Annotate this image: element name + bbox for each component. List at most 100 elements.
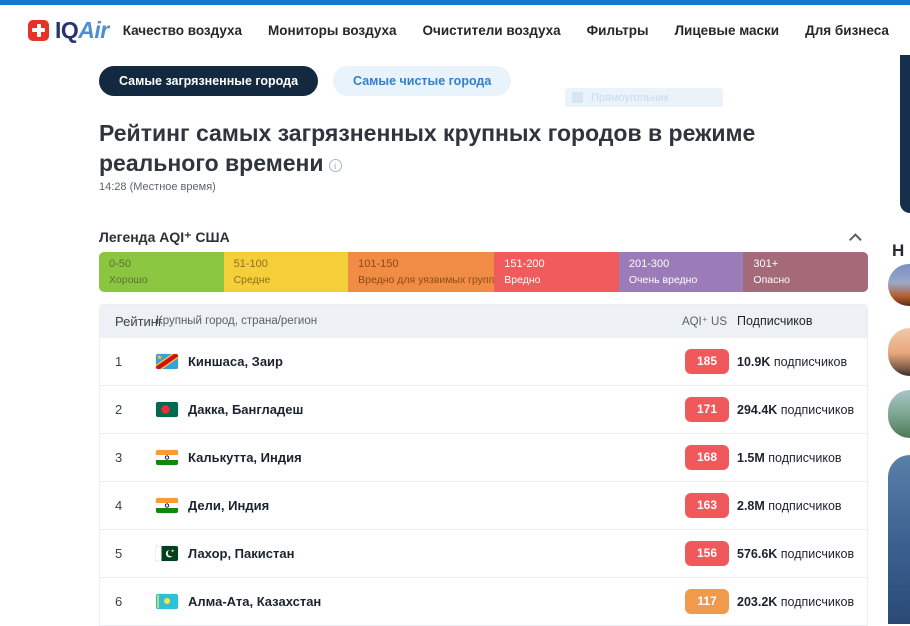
nav-face-masks[interactable]: Лицевые маски xyxy=(674,22,780,38)
aqi-cell: 185 xyxy=(637,349,737,374)
city-cell: Дели, Индия xyxy=(156,498,637,513)
aqi-cell: 163 xyxy=(637,493,737,518)
legend-band-label: Опасно xyxy=(753,274,791,286)
swiss-cross-icon xyxy=(28,19,49,41)
legend-band: 201-300 Очень вредно xyxy=(618,252,744,292)
tab-cleanest[interactable]: Самые чистые города xyxy=(333,66,512,96)
table-row[interactable]: 2 Дакка, Бангладеш 171 294.4K подписчико… xyxy=(100,385,867,433)
chevron-up-icon[interactable] xyxy=(849,233,862,246)
country-flag-icon xyxy=(156,498,178,513)
ranking-tabs: Самые загрязненные города Самые чистые г… xyxy=(99,66,512,96)
country-flag-icon xyxy=(156,354,178,369)
followers-label: подписчиков xyxy=(764,450,842,465)
aqi-badge: 156 xyxy=(685,541,729,566)
legend-band-range: 151-200 xyxy=(504,258,545,270)
table-row[interactable]: 1 Киншаса, Заир 185 10.9K подписчиков xyxy=(100,337,867,385)
legend-band-range: 0-50 xyxy=(109,258,132,270)
tab-most-polluted[interactable]: Самые загрязненные города xyxy=(99,66,319,96)
followers-count: 203.2K xyxy=(737,594,778,609)
legend-band-range: 201-300 xyxy=(628,258,670,270)
header-aqi: AQI⁺ US xyxy=(681,316,727,328)
table-row[interactable]: 5 Лахор, Пакистан 156 576.6K подписчиков xyxy=(100,529,867,577)
aqi-legend-bar: 0-50 Хорошо 51-100 Средне 101-150 Вредно… xyxy=(99,252,868,292)
city-cell: Лахор, Пакистан xyxy=(156,546,637,561)
followers-cell: 203.2K подписчиков xyxy=(737,595,867,609)
aqi-badge: 117 xyxy=(685,589,729,614)
legend-band: 51-100 Средне xyxy=(223,252,349,292)
nav-air-monitors[interactable]: Мониторы воздуха xyxy=(268,22,397,38)
logo-text-iq: IQ xyxy=(55,16,79,43)
followers-count: 576.6K xyxy=(737,546,778,561)
header-city: Крупный город, страна/регион xyxy=(156,315,318,327)
legend-title: Легенда AQI⁺ США xyxy=(99,229,230,245)
city-name: Калькутта, Индия xyxy=(188,450,302,465)
page-title: Рейтинг самых загрязненных крупных город… xyxy=(99,118,829,178)
city-ranking-table: Рейтинг Крупный город, страна/регион AQI… xyxy=(99,304,868,626)
table-row[interactable]: 3 Калькутта, Индия 168 1.5M подписчиков xyxy=(100,433,867,481)
rank-cell: 5 xyxy=(115,546,123,561)
table-body: 1 Киншаса, Заир 185 10.9K подписчиков 2 … xyxy=(100,337,867,625)
legend-band-label: Очень вредно xyxy=(628,274,698,286)
legend-band-range: 301+ xyxy=(753,258,779,270)
rank-cell: 3 xyxy=(115,450,123,465)
rank-cell: 2 xyxy=(115,402,123,417)
table-row[interactable]: 6 Алма-Ата, Казахстан 117 203.2K подписч… xyxy=(100,577,867,625)
header-followers: Подписчиков xyxy=(737,314,813,328)
news-thumbnail[interactable] xyxy=(888,455,910,624)
country-flag-icon xyxy=(156,594,178,609)
aqi-cell: 156 xyxy=(637,541,737,566)
weather-widget-fragment[interactable] xyxy=(900,55,910,213)
legend-band-range: 51-100 xyxy=(233,258,268,270)
logo-text-air: Air xyxy=(78,16,109,43)
news-thumbnail[interactable] xyxy=(888,264,910,306)
city-name: Дели, Индия xyxy=(188,498,270,513)
header-rank: Рейтинг xyxy=(115,313,163,329)
rectangle-tool-icon xyxy=(572,92,583,103)
city-cell: Киншаса, Заир xyxy=(156,354,637,369)
aqi-badge: 171 xyxy=(685,397,729,422)
table-row[interactable]: 4 Дели, Индия 163 2.8M подписчиков xyxy=(100,481,867,529)
followers-cell: 576.6K подписчиков xyxy=(737,547,867,561)
main-nav: Качество воздуха Мониторы воздуха Очисти… xyxy=(123,23,910,38)
legend-header: Легенда AQI⁺ США xyxy=(99,229,868,246)
followers-label: подписчиков xyxy=(777,402,855,417)
legend-band: 301+ Опасно xyxy=(743,252,868,292)
legend-band: 151-200 Вредно xyxy=(494,252,619,292)
aqi-cell: 117 xyxy=(637,589,737,614)
aqi-badge: 185 xyxy=(685,349,729,374)
aqi-cell: 171 xyxy=(637,397,737,422)
aqi-badge: 168 xyxy=(685,445,729,470)
legend-band-label: Вредно для уязвимых групп xyxy=(358,274,495,286)
followers-count: 294.4K xyxy=(737,402,778,417)
legend-band-label: Вредно xyxy=(504,274,541,286)
followers-cell: 2.8M подписчиков xyxy=(737,499,867,513)
legend-band: 0-50 Хорошо xyxy=(99,252,224,292)
legend-band-label: Хорошо xyxy=(109,274,148,286)
news-thumbnail[interactable] xyxy=(888,328,910,376)
rank-cell: 1 xyxy=(115,354,123,369)
iqair-logo[interactable]: IQ Air xyxy=(28,17,109,44)
followers-label: подписчиков xyxy=(770,354,848,369)
nav-filters[interactable]: Фильтры xyxy=(586,22,649,38)
followers-cell: 294.4K подписчиков xyxy=(737,403,867,417)
annotation-overlay-label: Прямоугольник xyxy=(591,91,669,104)
city-cell: Дакка, Бангладеш xyxy=(156,402,637,417)
legend-band-label: Средне xyxy=(233,274,271,286)
page-title-text: Рейтинг самых загрязненных крупных город… xyxy=(99,120,756,176)
legend-band-range: 101-150 xyxy=(358,258,399,270)
followers-label: подписчиков xyxy=(777,594,855,609)
nav-for-business[interactable]: Для бизнеса xyxy=(805,22,889,38)
table-header-row: Рейтинг Крупный город, страна/регион AQI… xyxy=(100,305,867,337)
nav-air-purifiers[interactable]: Очистители воздуха xyxy=(422,22,561,38)
news-thumbnail[interactable] xyxy=(888,390,910,438)
followers-label: подписчиков xyxy=(764,498,842,513)
info-icon[interactable]: i xyxy=(328,159,342,172)
annotation-overlay: Прямоугольник xyxy=(565,88,723,107)
country-flag-icon xyxy=(156,402,178,417)
city-name: Лахор, Пакистан xyxy=(188,546,295,561)
country-flag-icon xyxy=(156,546,178,561)
legend-band: 101-150 Вредно для уязвимых групп xyxy=(348,252,495,292)
nav-air-quality[interactable]: Качество воздуха xyxy=(122,22,243,38)
followers-label: подписчиков xyxy=(777,546,855,561)
followers-count: 1.5M xyxy=(737,450,765,465)
